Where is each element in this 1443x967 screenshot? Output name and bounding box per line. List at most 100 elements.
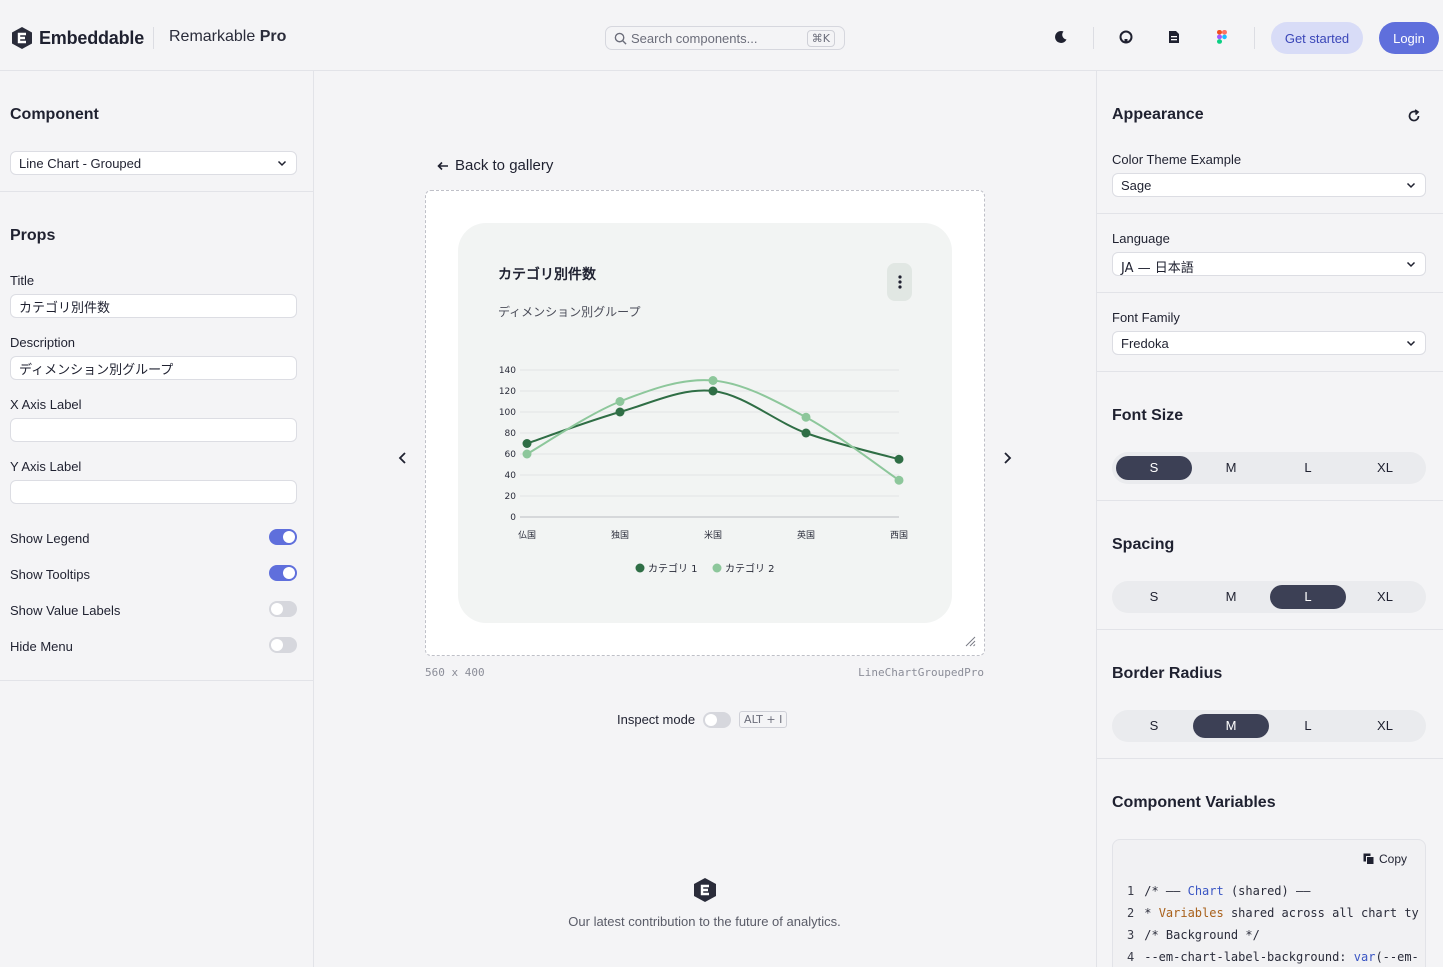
toggle-label: Hide Menu (10, 639, 73, 654)
border-radius-selector: S M L XL (1112, 710, 1426, 742)
toggle-knob (283, 567, 295, 579)
show-value-labels-toggle[interactable] (269, 601, 297, 617)
figma-icon[interactable] (1214, 29, 1230, 45)
dark-mode-icon[interactable] (1053, 29, 1069, 45)
frame-dimensions: 560 x 400 (425, 666, 485, 679)
chart-description: ディメンション別グループ (498, 305, 641, 319)
get-started-button[interactable]: Get started (1271, 22, 1363, 54)
x-axis-label-input[interactable] (10, 418, 297, 442)
toggle-label: Show Value Labels (10, 603, 121, 618)
search-box[interactable]: ⌘K (605, 26, 845, 50)
resize-handle-icon[interactable] (965, 636, 976, 647)
size-option-xl[interactable]: XL (1377, 718, 1393, 733)
header-divider (1093, 27, 1094, 49)
code-line: 4 --em-chart-label-background: var(--em- (1127, 950, 1419, 964)
size-option-m[interactable]: M (1225, 460, 1237, 475)
y-tick-label: 100 (499, 408, 516, 418)
back-to-gallery-link[interactable]: Back to gallery (437, 157, 553, 174)
chart-title: カテゴリ別件数 (498, 267, 596, 283)
x-tick-label: 英国 (797, 529, 815, 541)
color-theme-select[interactable]: Sage (1112, 173, 1426, 197)
code-token: (--em- (1375, 950, 1419, 964)
divider (0, 191, 313, 192)
hide-menu-toggle[interactable] (269, 637, 297, 653)
code-token: /* —— (1144, 884, 1188, 898)
code-line: 1 /* —— Chart (shared) —— (1127, 884, 1310, 898)
language-value: JA — 日本語 (1121, 261, 1194, 276)
next-arrow-icon[interactable] (999, 450, 1015, 466)
component-name: LineChartGroupedPro (858, 666, 984, 679)
title-input[interactable] (10, 294, 297, 318)
chart-menu-button[interactable] (887, 263, 912, 301)
product-name: Remarkable Pro (169, 28, 286, 46)
line-number: 4 (1127, 950, 1135, 964)
appearance-section-title: Appearance (1112, 106, 1204, 123)
data-point (522, 439, 532, 448)
language-label: Language (1112, 231, 1170, 246)
embeddable-logo-icon (12, 27, 32, 49)
inspect-mode-toggle[interactable] (703, 711, 732, 728)
more-vertical-icon (897, 275, 902, 289)
toggle-row-hide-menu: Hide Menu (10, 637, 297, 655)
size-option-s[interactable]: S (1116, 456, 1192, 480)
size-option-l[interactable]: L (1304, 718, 1312, 733)
legend-label: カテゴリ 2 (725, 562, 775, 575)
size-option-xl[interactable]: XL (1377, 460, 1393, 475)
back-label: Back to gallery (455, 157, 554, 174)
font-family-select[interactable]: Fredoka (1112, 331, 1426, 355)
spacing-selector: S M L XL (1112, 581, 1426, 613)
docs-icon[interactable] (1166, 29, 1182, 45)
toggle-knob (705, 713, 718, 726)
inspect-mode-label: Inspect mode (617, 712, 696, 727)
toggle-row-show-tooltips: Show Tooltips (10, 565, 297, 583)
component-section-title: Component (10, 106, 99, 123)
chevron-down-icon (1406, 261, 1416, 268)
search-icon (614, 32, 627, 45)
size-option-l[interactable]: L (1304, 460, 1312, 475)
line-number: 2 (1127, 906, 1135, 920)
show-legend-toggle[interactable] (269, 529, 297, 545)
size-option-m[interactable]: M (1225, 589, 1237, 604)
code-token: Chart (1187, 884, 1224, 898)
x-axis-label-field-label: X Axis Label (10, 397, 82, 412)
divider (1096, 629, 1443, 630)
size-option-m[interactable]: M (1193, 714, 1269, 738)
search-input[interactable] (631, 30, 801, 46)
line-number: 1 (1127, 884, 1135, 898)
reset-icon[interactable] (1406, 108, 1422, 124)
code-token: (shared) —— (1223, 884, 1311, 898)
divider (1096, 213, 1443, 214)
divider (1096, 371, 1443, 372)
font-family-label: Font Family (1112, 310, 1180, 325)
spacing-section-title: Spacing (1112, 536, 1175, 553)
description-input[interactable] (10, 356, 297, 380)
component-select[interactable]: Line Chart - Grouped (10, 151, 297, 175)
brand-logo[interactable]: Embeddable (11, 26, 144, 50)
toggle-label: Show Tooltips (10, 567, 90, 582)
y-axis-label-field-label: Y Axis Label (10, 459, 82, 474)
show-tooltips-toggle[interactable] (269, 565, 297, 581)
font-size-selector: S M L XL (1112, 452, 1426, 484)
size-option-xl[interactable]: XL (1377, 589, 1393, 604)
size-option-s[interactable]: S (1149, 718, 1159, 733)
previous-arrow-icon[interactable] (395, 450, 411, 466)
code-token: --em-chart-label-background: (1144, 950, 1354, 964)
y-tick-label: 140 (499, 366, 516, 376)
size-option-s[interactable]: S (1149, 589, 1159, 604)
product-name-main: Remarkable (169, 28, 256, 45)
code-token: shared across all chart ty (1223, 906, 1419, 920)
chevron-down-icon (1406, 340, 1416, 347)
size-option-l[interactable]: L (1270, 585, 1346, 609)
language-select[interactable]: JA — 日本語 (1112, 252, 1426, 276)
toggle-row-show-value-labels: Show Value Labels (10, 601, 297, 619)
x-tick-label: 西国 (890, 530, 908, 541)
login-button[interactable]: Login (1379, 22, 1439, 54)
github-icon[interactable] (1118, 29, 1134, 45)
legend-swatch (712, 563, 722, 573)
embeddable-logo-icon (694, 878, 716, 902)
footer-tagline: Our latest contribution to the future of… (568, 914, 841, 929)
chevron-down-icon (277, 160, 287, 167)
y-axis-label-input[interactable] (10, 480, 297, 504)
copy-button[interactable]: Copy (1363, 852, 1407, 866)
title-field-label: Title (10, 273, 35, 288)
